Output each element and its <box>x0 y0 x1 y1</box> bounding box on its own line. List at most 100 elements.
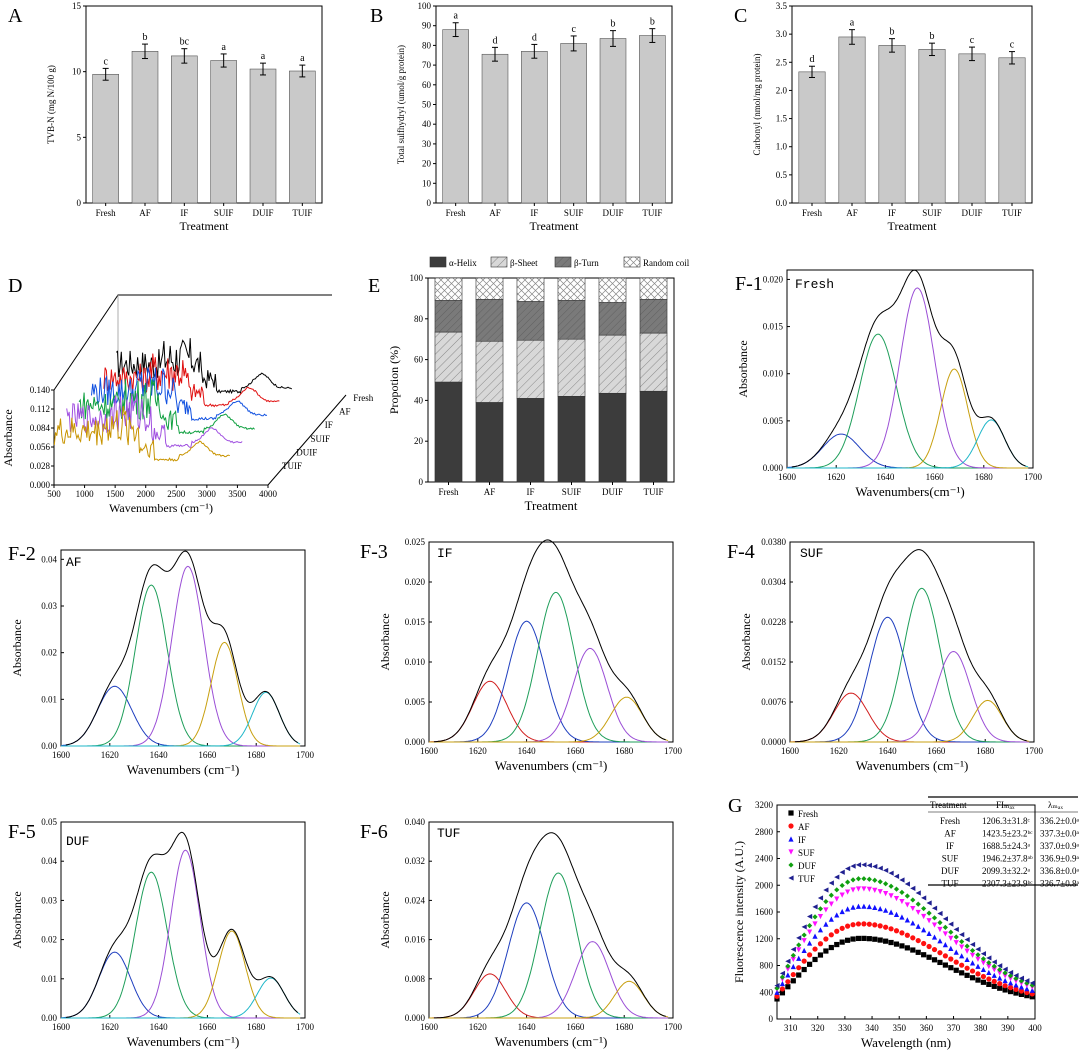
x-tick-label: SUIF <box>214 208 234 218</box>
data-point <box>953 967 959 973</box>
data-point <box>828 932 834 938</box>
data-point <box>969 941 976 948</box>
y-tick-label: 0.005 <box>405 697 426 707</box>
data-point <box>904 893 910 899</box>
data-point <box>855 903 862 909</box>
significance-letter: b <box>143 32 148 43</box>
data-point <box>790 978 796 984</box>
data-point <box>812 904 818 910</box>
data-point <box>1013 986 1019 993</box>
data-point <box>801 938 807 944</box>
sum-curve <box>794 549 1027 743</box>
data-point <box>997 985 1003 991</box>
data-point <box>839 892 845 898</box>
y-tick-label: 0.056 <box>30 442 51 452</box>
data-point <box>872 936 878 942</box>
data-point <box>866 862 872 868</box>
y-tick-label: 400 <box>760 987 774 997</box>
legend-label: TUF <box>798 874 815 884</box>
stack-segment <box>434 277 463 301</box>
data-point <box>790 952 796 959</box>
data-point <box>986 955 992 961</box>
y-tick-label: 0.084 <box>30 423 51 433</box>
data-point <box>942 924 948 931</box>
data-point <box>1018 991 1025 998</box>
x-axis-label: Treatment <box>530 219 580 233</box>
data-point <box>806 961 813 967</box>
sample-label: TUF <box>437 826 460 841</box>
data-point <box>806 913 813 920</box>
panel-letter: F-5 <box>8 821 36 843</box>
y-tick-label: 10 <box>72 67 82 77</box>
x-tick-label: 1660 <box>198 750 217 760</box>
y-tick-label: 800 <box>760 961 774 971</box>
data-point <box>899 943 905 949</box>
data-point <box>931 957 938 963</box>
x-tick-label: 500 <box>47 489 61 499</box>
data-point <box>834 941 840 948</box>
data-point <box>937 926 943 933</box>
data-point <box>980 960 986 966</box>
x-tick-label: TUIF <box>292 208 312 218</box>
x-tick-label: 360 <box>920 1023 934 1033</box>
y-tick-label: 40 <box>422 119 432 129</box>
data-point <box>801 932 807 938</box>
x-axis-label: Treatment <box>525 498 578 513</box>
sample-label: IF <box>437 546 453 561</box>
x-tick-label: 1000 <box>76 489 95 499</box>
y-tick-label: 0.008 <box>405 974 426 984</box>
stack-segment <box>639 332 668 392</box>
y-tick-label: 0.040 <box>405 817 426 827</box>
data-point <box>893 928 900 934</box>
data-point <box>788 836 794 842</box>
x-tick-label: 3500 <box>228 489 247 499</box>
significance-letter: d <box>532 32 537 43</box>
data-point <box>1024 978 1030 984</box>
x-tick-label: 1680 <box>615 1022 634 1032</box>
legend-label: IF <box>798 835 806 845</box>
stack-segment <box>598 334 627 394</box>
table-cell: SUF <box>942 854 959 864</box>
data-point <box>785 979 791 985</box>
data-point <box>850 936 856 942</box>
bar <box>249 68 277 204</box>
legend-label: DUF <box>798 861 816 871</box>
x-tick-label: 1640 <box>518 746 537 756</box>
y-tick-label: 0.0000 <box>761 737 786 747</box>
spectrum-line <box>116 338 293 395</box>
data-point <box>904 881 910 887</box>
x-axis-label: Wavenumbers (cm⁻¹) <box>127 1034 240 1049</box>
data-point <box>921 952 927 958</box>
y-tick-label: 0.024 <box>405 895 426 905</box>
spectrum-line <box>66 393 243 448</box>
series-label: DUIF <box>296 447 317 457</box>
data-point <box>899 889 905 896</box>
data-point <box>1002 987 1008 993</box>
x-tick-label: 310 <box>784 1023 798 1033</box>
data-point <box>959 962 965 968</box>
data-point <box>980 973 987 980</box>
data-point <box>801 958 807 964</box>
y-tick-label: 20 <box>422 159 432 169</box>
spectrum-line <box>53 406 230 462</box>
data-point <box>817 906 824 912</box>
data-point <box>926 918 932 924</box>
data-point <box>937 950 943 956</box>
table-cell: 1206.3±31.8ᶜ <box>982 816 1030 826</box>
data-point <box>872 904 878 910</box>
table-cell: 336.8±0.0ᵃ <box>1040 866 1079 876</box>
y-axis-label: Propotion (%) <box>387 346 401 414</box>
significance-letter: b <box>890 27 895 38</box>
data-point <box>959 931 965 938</box>
y-tick-label: 15 <box>72 1 82 11</box>
data-point <box>997 970 1003 976</box>
y-tick-label: 0.010 <box>763 369 784 379</box>
bar <box>131 51 159 204</box>
y-tick-label: 0.0228 <box>761 617 786 627</box>
y-tick-label: 3.5 <box>776 1 788 11</box>
table-header: Treatment <box>930 800 967 810</box>
y-tick-label: 0.04 <box>41 554 57 564</box>
fitted-peak <box>61 977 301 1019</box>
data-point <box>915 937 921 944</box>
data-point <box>1007 980 1014 986</box>
